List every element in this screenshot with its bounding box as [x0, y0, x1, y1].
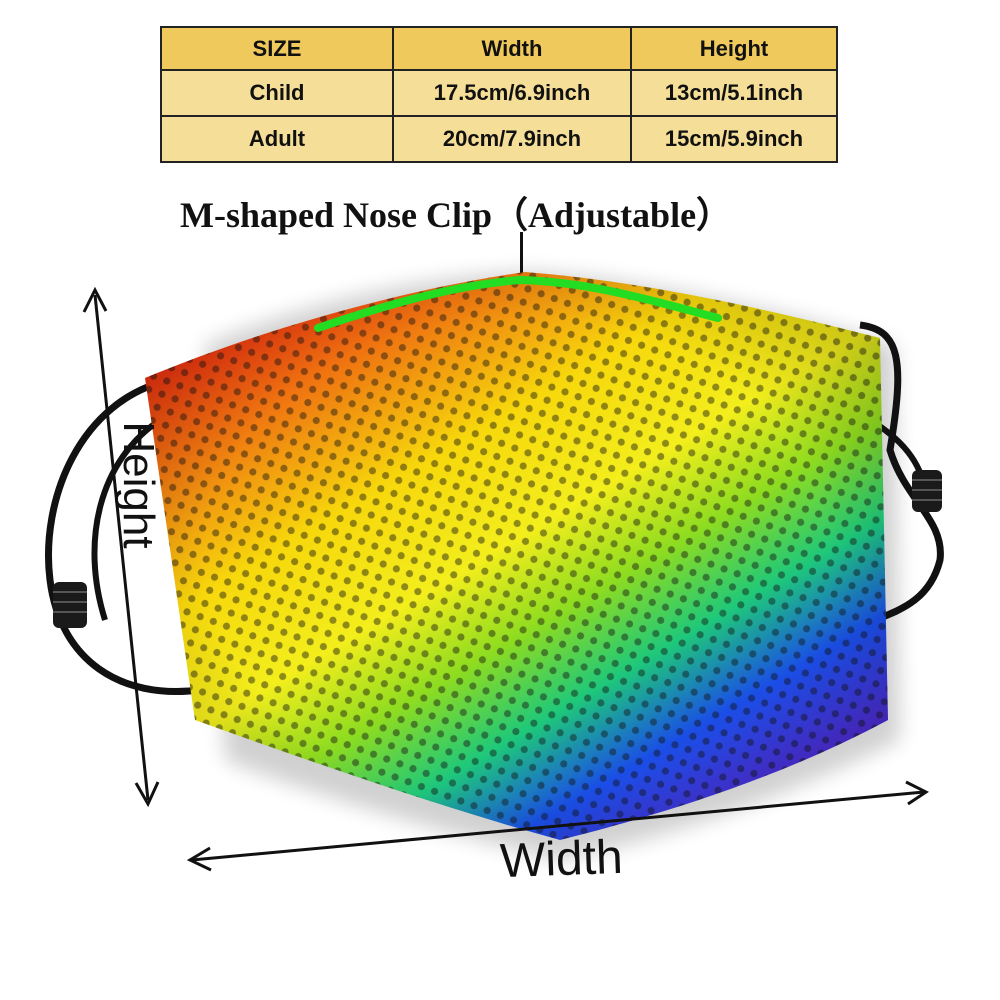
- height-label: Height: [114, 421, 163, 549]
- size-row-child: Child 17.5cm/6.9inch 13cm/5.1inch: [160, 69, 838, 117]
- height-cell: 15cm/5.9inch: [630, 115, 838, 163]
- strap-adjuster-icon: [912, 470, 942, 512]
- nose-clip-pointer: [520, 232, 523, 278]
- size-table: SIZE Width Height Child 17.5cm/6.9inch 1…: [160, 26, 838, 163]
- width-label: Width: [499, 830, 624, 889]
- ear-loop-icon: [45, 376, 201, 695]
- height-arrow-icon: [82, 286, 160, 808]
- size-name-cell: Adult: [160, 115, 394, 163]
- size-row-adult: Adult 20cm/7.9inch 15cm/5.9inch: [160, 115, 838, 163]
- header-width: Width: [392, 26, 632, 71]
- size-name-cell: Child: [160, 69, 394, 117]
- width-arrow-icon: [186, 780, 929, 872]
- size-table-header-row: SIZE Width Height: [160, 26, 838, 71]
- mask-body: [145, 272, 888, 840]
- width-cell: 17.5cm/6.9inch: [392, 69, 632, 117]
- nose-clip-title: M-shaped Nose Clip（Adjustable）: [180, 195, 733, 235]
- header-height: Height: [630, 26, 838, 71]
- nose-clip: [314, 275, 722, 332]
- header-size: SIZE: [160, 26, 394, 71]
- width-cell: 20cm/7.9inch: [392, 115, 632, 163]
- height-cell: 13cm/5.1inch: [630, 69, 838, 117]
- strap-adjuster-icon: [53, 582, 87, 628]
- ear-loop-icon: [91, 417, 162, 621]
